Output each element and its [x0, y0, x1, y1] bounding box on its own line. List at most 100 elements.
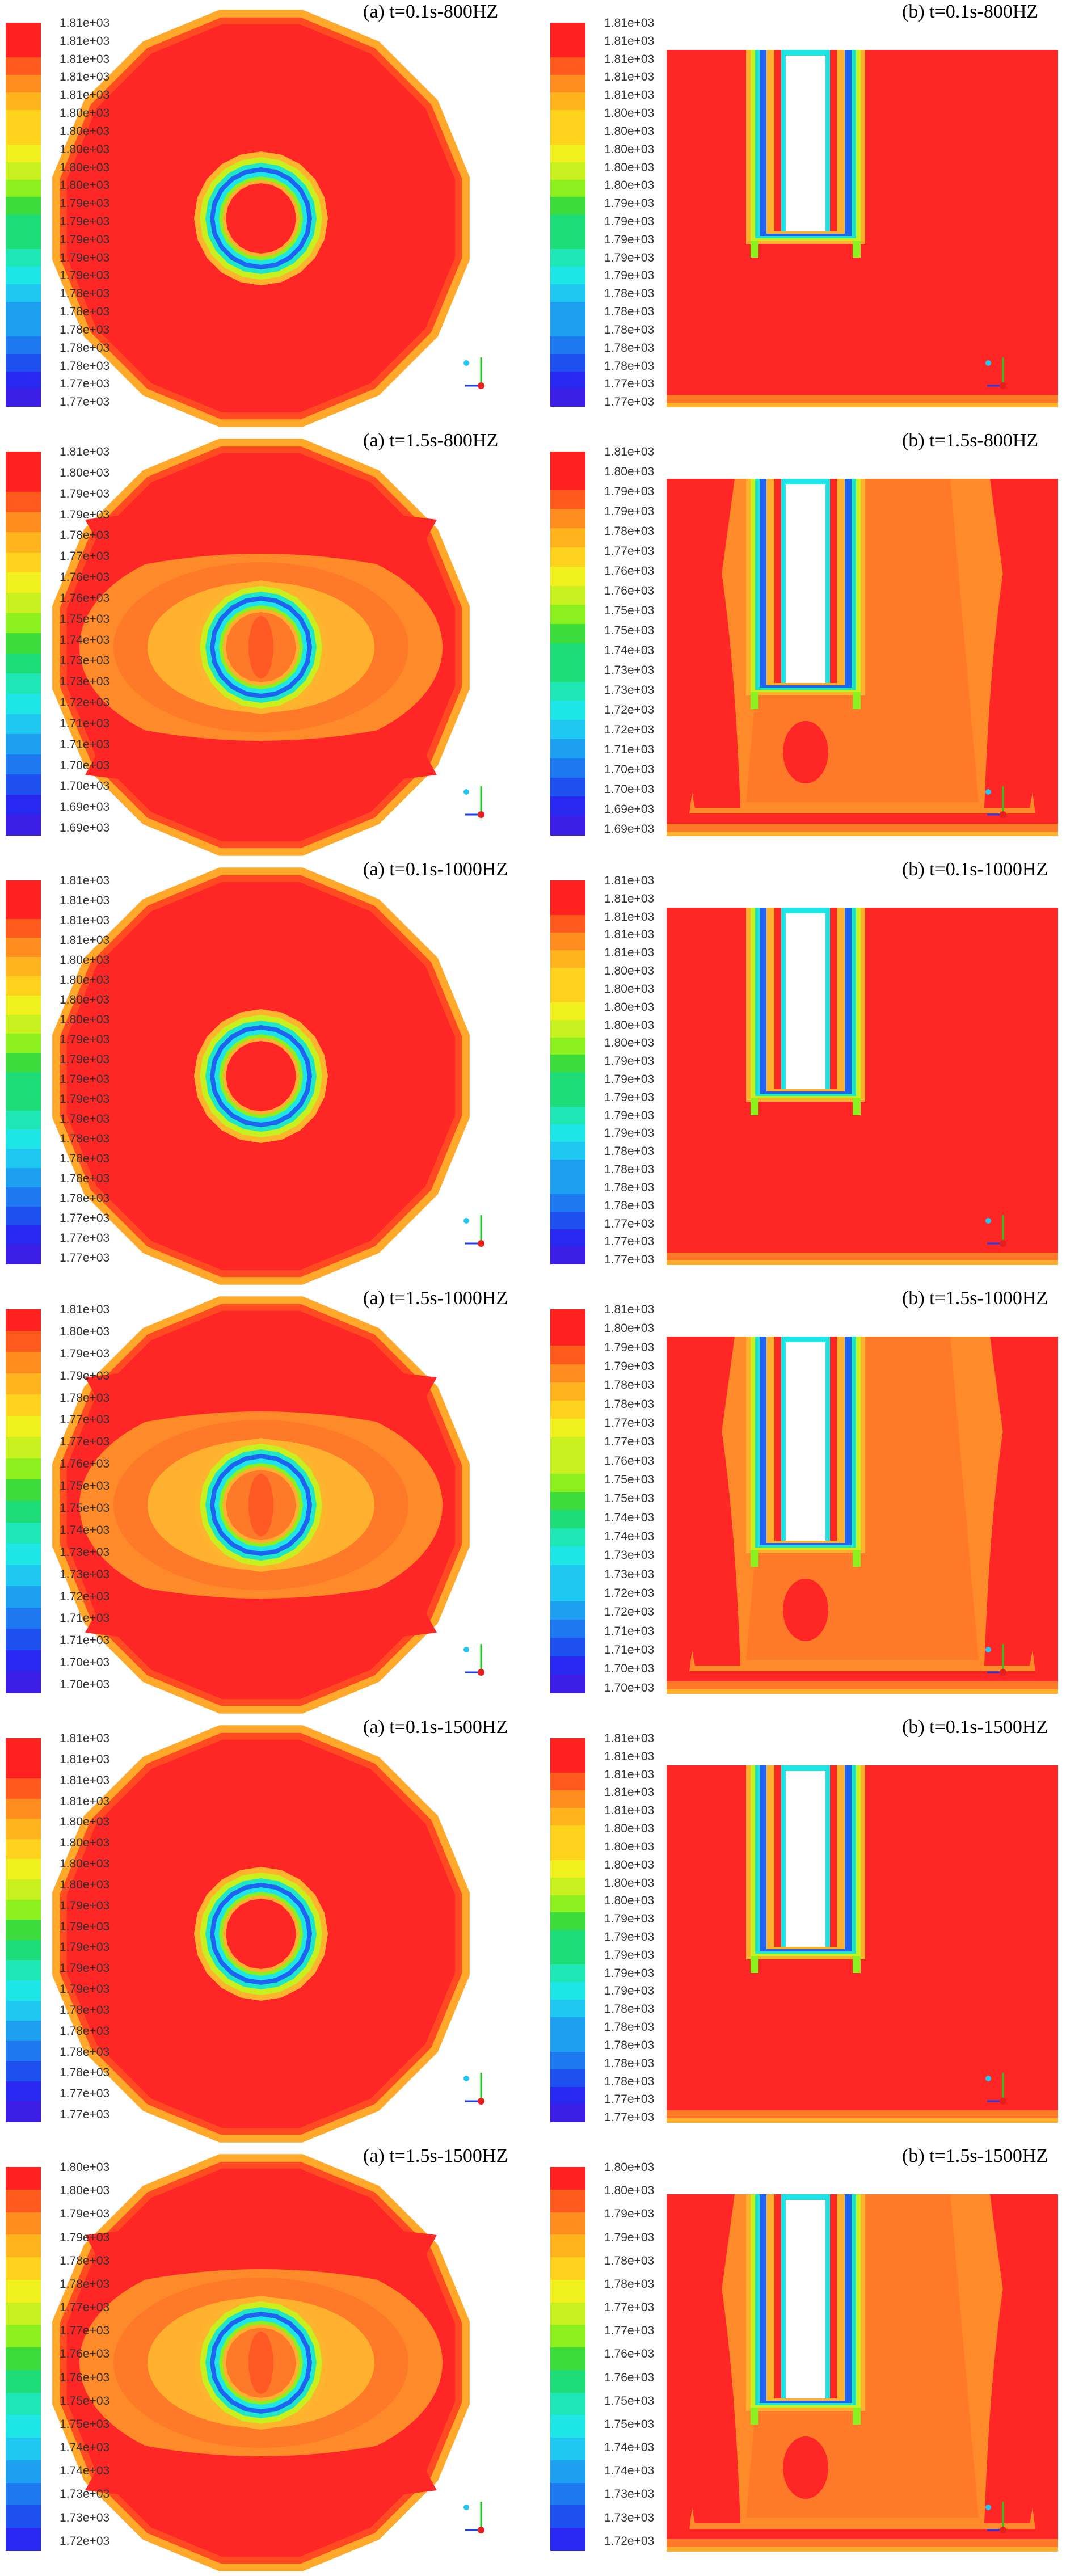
colorbar-tick-label: 1.79e+03 [604, 2231, 655, 2244]
colorbar-swatch [550, 1002, 585, 1021]
u-right-foot [853, 1550, 861, 1567]
colorbar-swatch [6, 492, 41, 513]
colorbar-swatch [6, 23, 41, 41]
colorbar-swatch [6, 2505, 41, 2529]
contour-plot [0, 429, 545, 858]
colorbar-tick-label: 1.78e+03 [604, 1181, 655, 1194]
colorbar-tick-label: 1.80e+03 [60, 2161, 110, 2174]
colorbar-tick-label: 1.76e+03 [60, 591, 110, 605]
colorbar-tick-label: 1.79e+03 [604, 1912, 655, 1926]
colorbar-swatch [550, 162, 585, 180]
section-hotspot [783, 721, 828, 783]
colorbar-swatch [550, 1400, 585, 1420]
cross-section-panel: 1.80e+03 1.80e+03 1.79e+03 1.79e+03 1.78e+03… [0, 2144, 545, 2573]
colorbar-swatch [6, 1245, 41, 1264]
colorbar-tick-label: 1.79e+03 [604, 1127, 655, 1140]
axis-triad [460, 346, 494, 397]
colorbar-tick-label: 1.80e+03 [60, 2184, 110, 2198]
colorbar-swatch [6, 938, 41, 958]
colorbar-tick-label: 1.81e+03 [604, 445, 655, 458]
colorbar-tick-label: 1.80e+03 [604, 161, 655, 174]
colorbar-tick-label: 1.78e+03 [60, 1391, 110, 1405]
colorbar-swatch [550, 2017, 585, 2035]
colorbar-tick-label: 1.80e+03 [60, 161, 110, 174]
colorbar-swatch [6, 2257, 41, 2280]
colorbar-tick-label: 1.81e+03 [60, 88, 110, 102]
colorbar-swatch [6, 1168, 41, 1188]
colorbar-swatch [6, 2392, 41, 2416]
core-hotspot [248, 616, 273, 678]
axis-triad [460, 2490, 494, 2541]
colorbar-swatch [6, 613, 41, 634]
colorbar-tick-label: 1.79e+03 [60, 1920, 110, 1933]
colorbar-tick-label: 1.78e+03 [604, 2021, 655, 2034]
contour-svg [667, 479, 1058, 836]
u-gap [786, 1342, 825, 1541]
colorbar-swatch [6, 1778, 41, 1799]
colorbar-swatch [550, 2234, 585, 2258]
panel-title: (b) t=0.1s-800HZ [902, 1, 1039, 22]
colorbar-swatch [550, 214, 585, 233]
colorbar-tick-label: 1.79e+03 [604, 1073, 655, 1086]
colorbar-tick-label: 1.79e+03 [60, 1983, 110, 1996]
axis-triad-icon [985, 2502, 1006, 2533]
colorbar-swatch [550, 2052, 585, 2070]
colorbar-swatch [6, 75, 41, 93]
colorbar-swatch [550, 1194, 585, 1212]
contour-svg [52, 1725, 470, 2143]
colorbar-tick-label: 1.78e+03 [60, 1172, 110, 1185]
colorbar-tick-label: 1.70e+03 [604, 1662, 655, 1676]
colorbar-tick-label: 1.69e+03 [604, 823, 655, 836]
colorbar-tick-label: 1.70e+03 [60, 779, 110, 793]
contour-plot [545, 0, 1083, 429]
panel-title: (b) t=1.5s-1000HZ [902, 1288, 1048, 1309]
colorbar-swatch [550, 452, 585, 471]
axis-triad [460, 2061, 494, 2113]
colorbar-swatch [550, 758, 585, 778]
axis-triad [981, 1204, 1015, 1255]
colorbar-swatch [550, 1620, 585, 1639]
colorbar-tick-label: 1.81e+03 [60, 914, 110, 927]
colorbar-swatch [550, 1491, 585, 1511]
colorbar-swatch [550, 109, 585, 128]
colorbar-tick-label: 1.76e+03 [604, 584, 655, 597]
colorbar-tick-label: 1.75e+03 [60, 612, 110, 626]
colorbar-swatch [6, 552, 41, 574]
u-right-foot [853, 1956, 861, 1973]
colorbar-ticks: 1.81e+03 1.81e+03 1.81e+03 1.81e+03 1.81e+03… [604, 1731, 672, 2128]
colorbar-tick-label: 1.81e+03 [60, 445, 110, 458]
colorbar-swatch [6, 653, 41, 674]
colorbar-tick-label: 1.73e+03 [60, 675, 110, 689]
colorbar-tick-label: 1.72e+03 [604, 1605, 655, 1619]
colorbar-swatch [550, 547, 585, 567]
colorbar-swatch [6, 532, 41, 553]
colorbar-tick-label: 1.81e+03 [604, 1786, 655, 1799]
colorbar-tick-label: 1.71e+03 [604, 1624, 655, 1638]
colorbar-swatch [550, 1860, 585, 1878]
longitudinal-panel: 1.80e+03 1.80e+03 1.79e+03 1.79e+03 1.78e+03… [545, 2144, 1083, 2573]
colorbar-tick-label: 1.79e+03 [60, 2231, 110, 2244]
colorbar-tick-label: 1.71e+03 [604, 1643, 655, 1656]
colorbar-swatch [6, 249, 41, 268]
colorbar [6, 23, 41, 407]
colorbar-swatch [6, 572, 41, 594]
colorbar-swatch [550, 2325, 585, 2349]
u-right-foot [853, 2408, 861, 2425]
axis-triad-icon [463, 1215, 484, 1247]
colorbar-swatch [6, 2234, 41, 2258]
colorbar-ticks: 1.80e+03 1.80e+03 1.79e+03 1.79e+03 1.78e+03… [60, 2160, 128, 2557]
contour-plot [545, 1715, 1083, 2144]
colorbar-swatch [550, 1546, 585, 1566]
colorbar-tick-label: 1.79e+03 [604, 1948, 655, 1962]
colorbar-tick-label: 1.71e+03 [60, 737, 110, 751]
colorbar-tick-label: 1.81e+03 [60, 934, 110, 947]
colorbar-tick-label: 1.79e+03 [604, 1090, 655, 1104]
colorbar-ticks: 1.81e+03 1.81e+03 1.81e+03 1.81e+03 1.80e+03… [60, 874, 128, 1271]
panel-title: (a) t=0.1s-1000HZ [363, 859, 508, 880]
colorbar-tick-label: 1.81e+03 [604, 1804, 655, 1818]
colorbar-tick-label: 1.73e+03 [60, 1567, 110, 1581]
colorbar-swatch [6, 2081, 41, 2102]
colorbar-tick-label: 1.81e+03 [604, 892, 655, 905]
colorbar-swatch [550, 1124, 585, 1142]
contour-svg [667, 1765, 1058, 2123]
